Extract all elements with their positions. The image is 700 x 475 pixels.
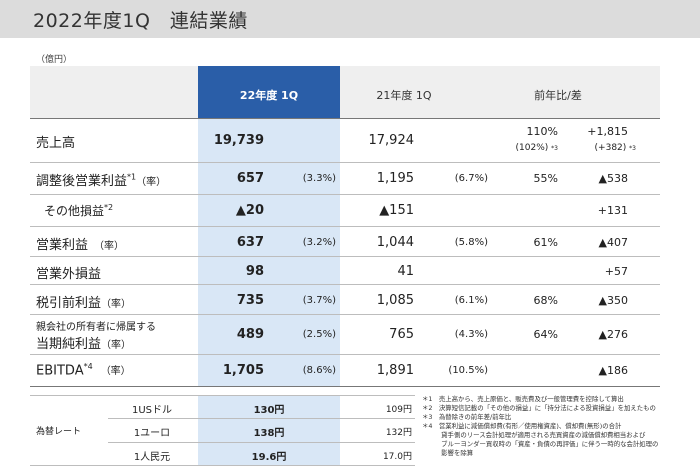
fy22-header-cell [198,66,340,118]
fx-fy22-rate: 138円 [253,428,285,439]
yoy-ratio: 110% [526,125,558,138]
yoy-ratio: 61% [533,236,558,249]
fx-top-divider [30,395,415,396]
yoy-diff: ▲186 [598,364,628,377]
fy22-rate: (3.3%) [302,173,336,184]
fy21-rate: (5.8%) [454,237,488,248]
fy22-rate: (3.2%) [302,237,336,248]
fx-currency: 1人民元 [133,452,171,463]
unit-label: （億円） [36,55,73,65]
fx-fy21-rate: 17.0円 [382,452,412,462]
footnote: 貸手側のリース会計処理が適用される売買資産の減価償却費相当および [422,431,646,439]
footnote: ＊4 営業利益に減価償却費(有形／使用権資産)、償却費(無形)の合計 [422,422,622,430]
fy22-rate: (3.7%) [302,295,336,306]
row-label: 営業外損益 [36,267,102,282]
footnote: ＊2 決算短信記載の「その他の損益」に「持分法による投資損益」を加えたもの [422,404,656,412]
row-label-line1: 親会社の所有者に帰属する [36,322,156,333]
row-divider [30,284,660,285]
fy21-value: ▲151 [379,203,414,218]
fx-fy22-rate: 130円 [253,405,285,416]
fx-label: 為替レート [36,427,82,437]
fy21-rate: (6.1%) [454,295,488,306]
row-label: 税引前利益（率） [36,296,132,311]
row-divider [30,226,660,227]
row-divider [30,256,660,257]
row-label: その他損益*2 [44,203,114,218]
footnote: ＊1 売上高から、売上原価と、販売費及び一般管理費を控除して算出 [422,395,624,403]
fx-fy22-rate: 19.6円 [251,452,287,463]
page-title: 2022年度1Q 連結業績 [33,10,248,32]
table-bottom-divider [30,386,660,387]
yoy-diff: +1,815 [587,125,628,138]
row-label: 調整後営業利益*1（率） [36,172,167,189]
fx-fy21-rate: 109円 [385,405,412,415]
fx-currency: 1USドル [131,405,173,416]
yoy-diff: +131 [597,204,628,217]
row-label: 営業利益 （率） [36,238,125,253]
fy21-value: 1,195 [376,171,414,186]
footnotes: ＊1 売上高から、売上原価と、販売費及び一般管理費を控除して算出 ＊2 決算短信… [422,395,698,458]
header-divider [30,118,660,119]
column-header-fy21: 21年度 1Q [376,89,432,102]
fy21-value: 1,085 [376,293,414,308]
fx-currency: 1ユーロ [133,428,171,439]
fy22-column-highlight [198,118,340,386]
row-divider [30,314,660,315]
yoy-diff: ▲407 [598,236,628,249]
fy22-value: 1,705 [222,363,264,378]
yoy-diff: ▲276 [598,328,628,341]
footnote: ＊3 為替除きの前年差/前年比 [422,413,512,421]
fy22-value: 735 [236,293,264,308]
fy21-value: 765 [389,327,414,342]
fy22-fx-highlight [198,395,340,465]
fy21-value: 1,044 [376,235,414,250]
fy22-rate: (8.6%) [302,365,336,376]
row-divider [30,162,660,163]
fy21-value: 1,891 [376,363,414,378]
fx-fy21-rate: 132円 [385,428,412,438]
table-header-background [30,66,660,118]
fy22-value: 19,739 [213,133,264,148]
fy22-value: 489 [236,327,264,342]
fy21-rate: (4.3%) [454,329,488,340]
title-bar: 2022年度1Q 連結業績 [0,0,700,38]
yoy-ratio-fx-excluded: (102%) *3 [515,143,558,153]
yoy-diff: ▲538 [598,172,628,185]
fy22-value: 98 [245,264,264,279]
footnote: 影響を除算 [422,449,474,457]
yoy-diff: +57 [604,265,628,278]
fy22-value: ▲20 [235,203,264,218]
fx-bottom-divider [30,465,415,466]
fy21-value: 41 [397,264,414,279]
fy21-rate: (10.5%) [448,365,488,376]
yoy-ratio: 64% [533,328,558,341]
yoy-ratio: 68% [533,294,558,307]
row-divider [30,354,660,355]
fy22-rate: (2.5%) [302,329,336,340]
row-label: EBITDA*4 （率） [36,362,131,379]
yoy-ratio: 55% [533,172,558,185]
fy22-value: 637 [236,235,264,250]
row-label: 売上高 [36,136,76,151]
footnote: ブルーヨンダー買収時の「資産・負債の再評価」に伴う一時的な会計処理の [422,440,659,448]
fx-row-divider [108,418,415,419]
fy22-value: 657 [236,171,264,186]
row-divider [30,194,660,195]
fy21-value: 17,924 [368,133,415,148]
column-header-fy22: 22年度 1Q [239,89,299,102]
fy21-rate: (6.7%) [454,173,488,184]
row-label: 当期純利益（率） [36,337,132,352]
column-header-yoy: 前年比/差 [534,89,582,102]
fx-row-divider [108,442,415,443]
yoy-diff: ▲350 [598,294,628,307]
yoy-diff-fx-excluded: (+382) *3 [594,143,636,153]
